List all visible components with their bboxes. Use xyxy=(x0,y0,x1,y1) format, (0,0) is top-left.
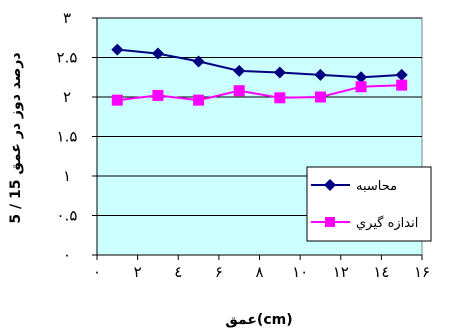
x-tick-label: ٤ xyxy=(174,263,182,281)
data-point-square xyxy=(355,81,367,93)
legend-box xyxy=(306,166,432,242)
data-point-square xyxy=(233,85,245,97)
data-point-square xyxy=(111,94,123,106)
legend-marker-calculated xyxy=(324,179,336,191)
y-axis-title: درصد دوز در عمق 15 / 5 xyxy=(8,52,24,223)
data-point-diamond xyxy=(395,68,408,81)
data-point-square xyxy=(152,89,164,101)
data-point-square xyxy=(274,92,286,104)
data-point-diamond xyxy=(273,66,286,79)
x-tick-label: ۶ xyxy=(215,263,223,281)
data-point-diamond xyxy=(355,71,368,84)
legend: محاسبه اندازه گيري xyxy=(306,166,432,242)
data-point-diamond xyxy=(151,47,164,60)
y-tick-label: ۱ xyxy=(63,167,71,185)
data-point-diamond xyxy=(314,68,327,81)
series-line-0 xyxy=(117,48,402,79)
data-point-diamond xyxy=(192,55,205,68)
series-layer xyxy=(111,43,408,106)
y-tick-label: ۰ xyxy=(63,246,71,264)
axes xyxy=(92,17,423,260)
y-tick-label: ۰.۵ xyxy=(57,207,78,225)
x-tick-label: ۲ xyxy=(134,263,142,281)
series-line-1 xyxy=(117,84,402,102)
y-tick-label: ۱.۵ xyxy=(57,128,78,146)
data-point-square xyxy=(314,91,326,103)
data-point-diamond xyxy=(233,64,246,77)
x-tick-label: ۱۶ xyxy=(414,263,430,281)
x-tick-label: ۰ xyxy=(93,263,101,281)
y-tick-label: ۲ xyxy=(63,88,71,106)
legend-label-calculated: محاسبه xyxy=(356,179,397,194)
legend-marker-measured xyxy=(325,217,335,227)
data-point-square xyxy=(396,79,408,91)
x-tick-label: ۱۲ xyxy=(333,263,349,281)
x-tick-label: ۱٤ xyxy=(373,263,389,281)
tick-labels: ۰ ۰.۵ ۱ ۱.۵ ۲ ۲.۵ ۳ ۰ ۲ ٤ ۶ ۸ ۱۰ ۱۲ ۱٤ ۱۶ xyxy=(57,9,431,281)
y-tick-label: ۲.۵ xyxy=(57,49,78,67)
x-tick-label: ۱۰ xyxy=(292,263,308,281)
y-tick-label: ۳ xyxy=(63,9,71,27)
legend-label-measured: اندازه گيري xyxy=(356,215,418,231)
data-point-diamond xyxy=(111,43,124,56)
x-tick-label: ۸ xyxy=(255,263,263,281)
data-point-square xyxy=(193,94,205,106)
x-axis-title: (cm)عمق xyxy=(225,312,292,328)
